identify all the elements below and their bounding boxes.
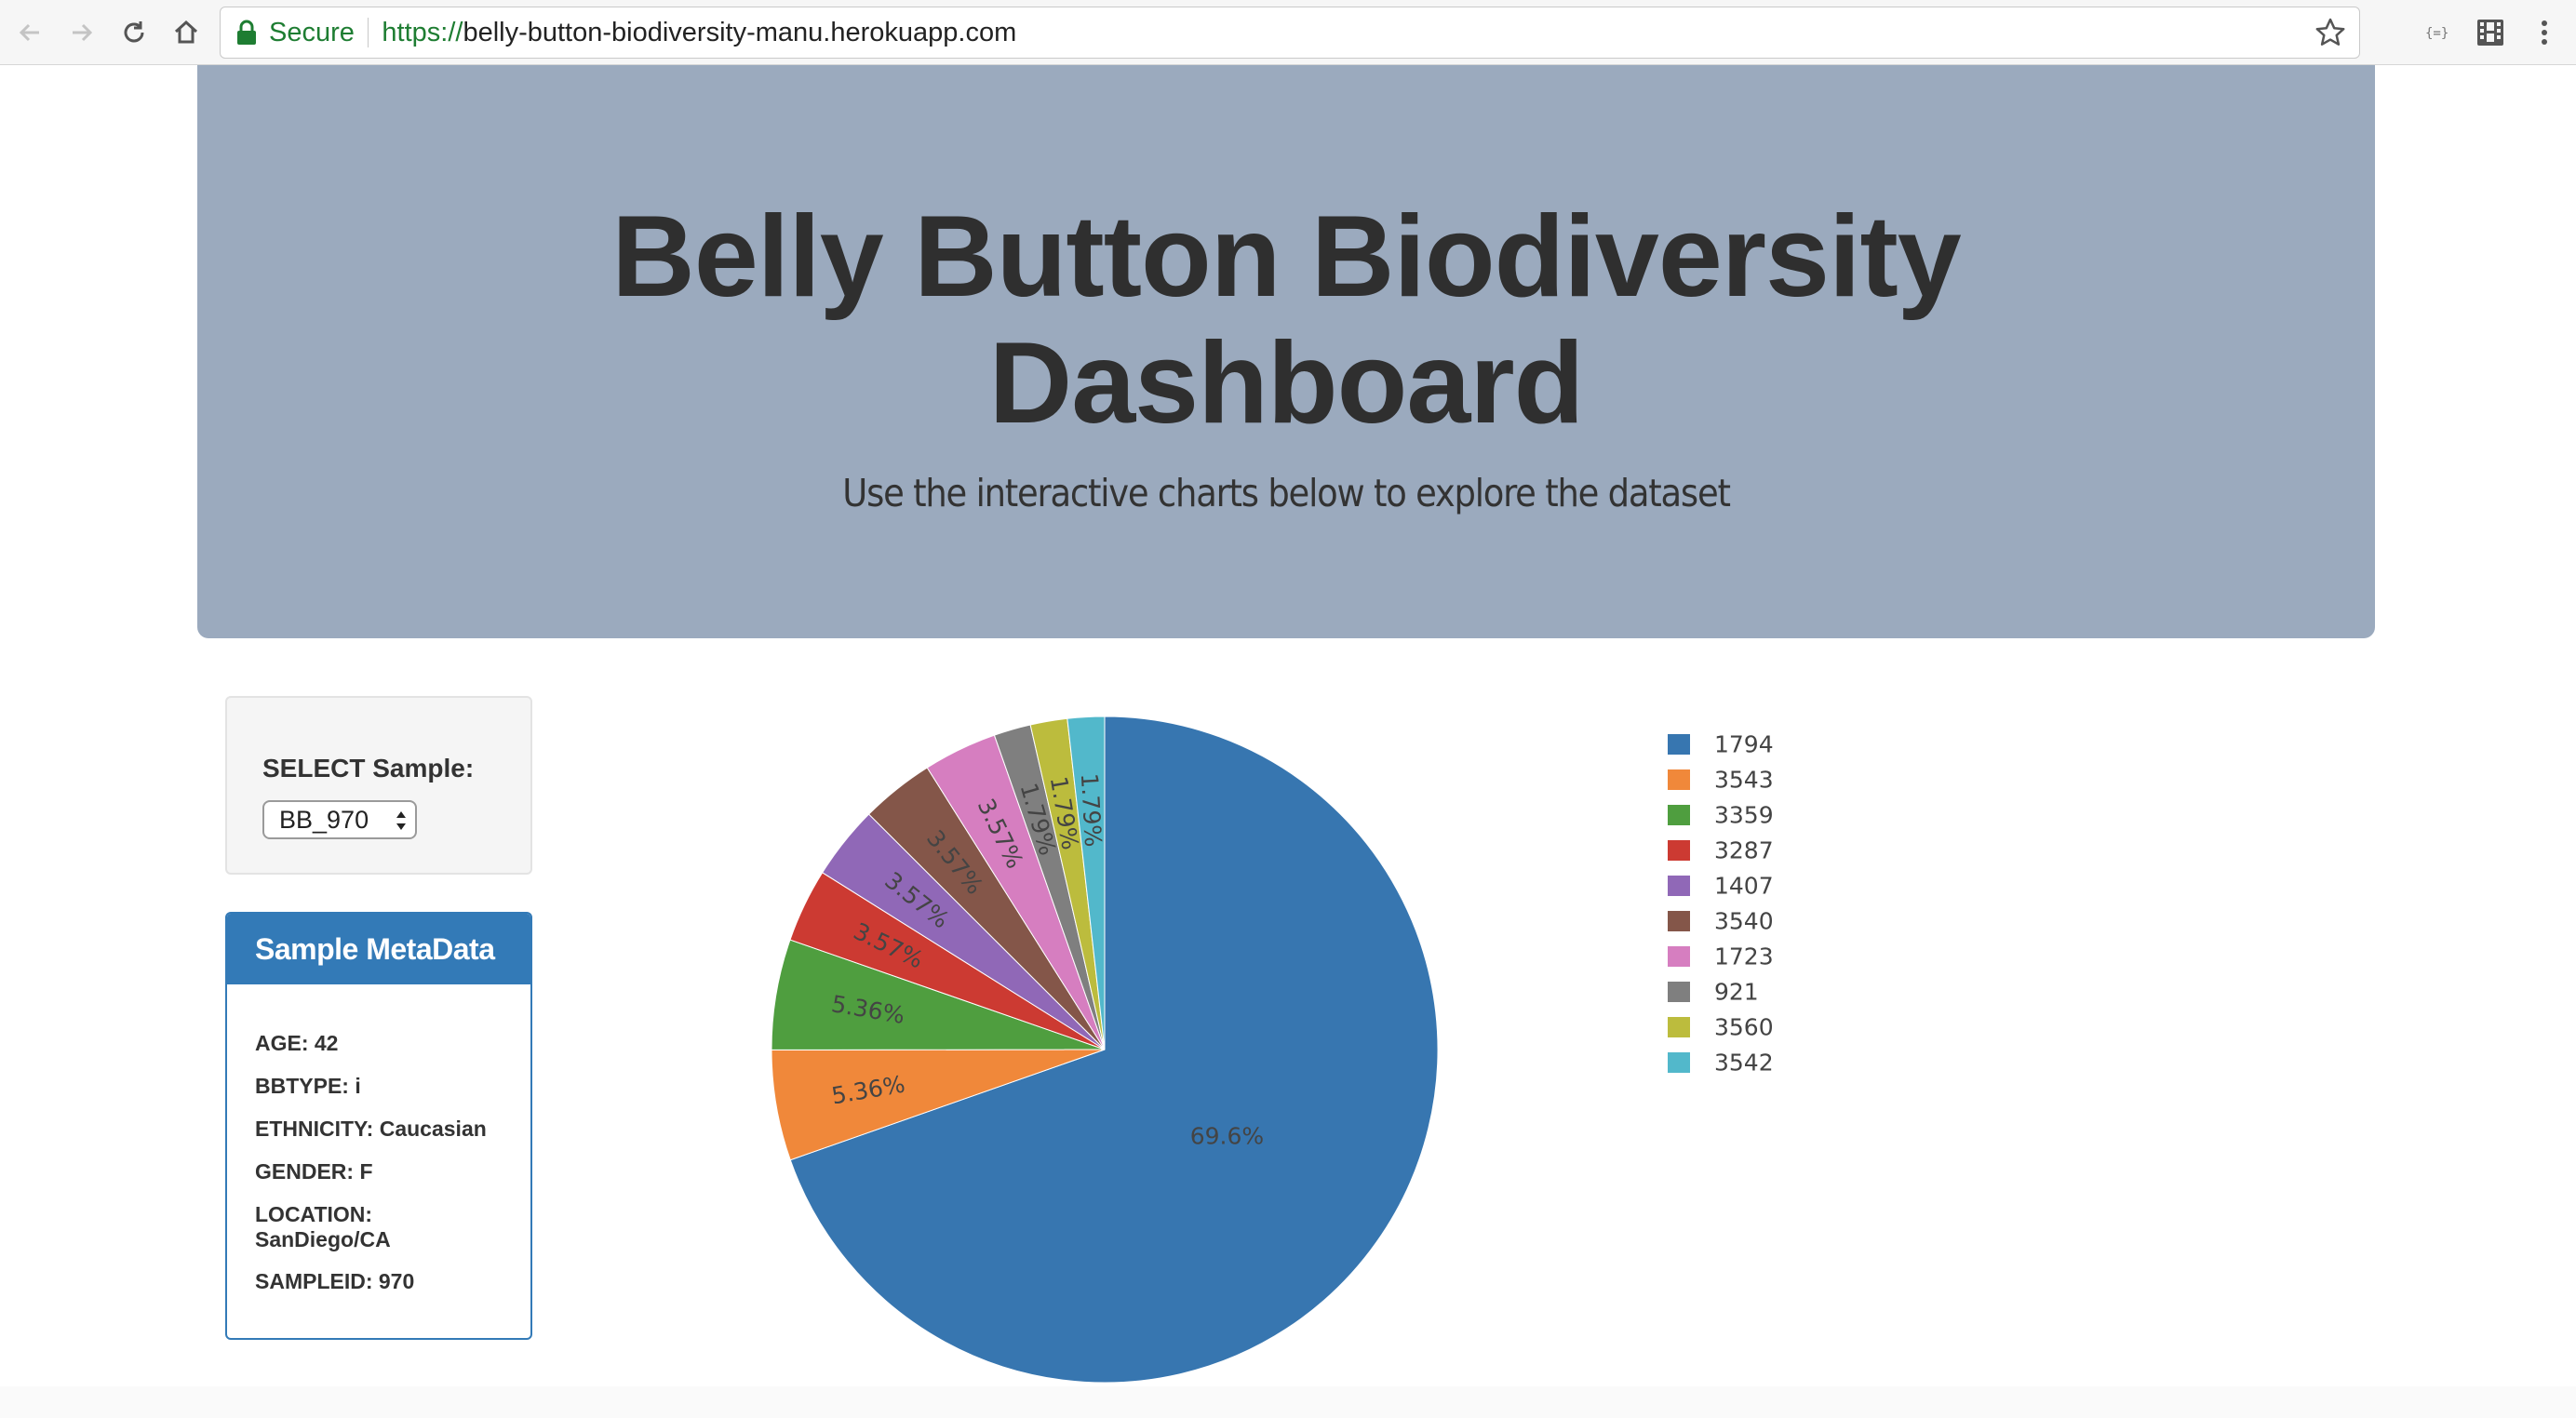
pie-slice-label-3359: 5.36% (829, 990, 906, 1029)
pie-slice-3542[interactable] (1067, 716, 1106, 1050)
pie-slice-label-3543: 5.36% (829, 1070, 906, 1109)
page-title-line2: Dashboard (988, 319, 1585, 448)
secure-label: Secure (269, 17, 355, 47)
metadata-ethnicity: ETHNICITY: Caucasian (255, 1117, 487, 1141)
reload-button[interactable] (114, 12, 154, 53)
pie-slice-label-3540: 3.57% (921, 825, 988, 900)
legend-swatch-3542[interactable] (1668, 1052, 1690, 1073)
legend-swatch-921[interactable] (1668, 982, 1690, 1002)
legend-swatch-1794[interactable] (1668, 734, 1690, 755)
pie-slice-3543[interactable] (771, 1049, 1106, 1161)
legend-label-3543[interactable]: 3543 (1714, 767, 1774, 794)
sample-select-value: BB_970 (279, 806, 369, 834)
legend-swatch-1723[interactable] (1668, 946, 1690, 967)
json-viewer-extension-button[interactable]: {=} (2418, 12, 2459, 53)
lock-icon (237, 20, 256, 45)
pie-slice-label-1794: 69.6% (1190, 1123, 1264, 1150)
pie-slice-3560[interactable] (1029, 717, 1106, 1050)
page-title: Belly Button Biodiversity Dashboard (197, 194, 2375, 447)
dashboard-header: Belly Button Biodiversity Dashboard Use … (197, 65, 2375, 638)
legend-label-3359[interactable]: 3359 (1714, 802, 1774, 829)
legend-swatch-3560[interactable] (1668, 1017, 1690, 1037)
legend-label-3287[interactable]: 3287 (1714, 837, 1774, 864)
metadata-bbtype: BBTYPE: i (255, 1074, 361, 1098)
pie-slice-1407[interactable] (822, 813, 1106, 1050)
pie-slice-1794[interactable] (789, 716, 1439, 1384)
legend-swatch-3543[interactable] (1668, 769, 1690, 790)
pie-slice-3359[interactable] (771, 939, 1106, 1050)
metadata-location: LOCATION: SanDiego/CA (255, 1202, 391, 1251)
url-scheme: https:// (382, 17, 463, 47)
forward-arrow-icon (73, 23, 93, 42)
legend-swatch-1407[interactable] (1668, 876, 1690, 896)
film-icon (2477, 20, 2503, 46)
legend-label-1407[interactable]: 1407 (1714, 873, 1774, 900)
pie-slice-1723[interactable] (926, 734, 1106, 1050)
legend-label-1794[interactable]: 1794 (1714, 731, 1774, 758)
select-updown-icon (396, 811, 406, 830)
home-icon (174, 20, 198, 44)
pie-slice-3540[interactable] (867, 767, 1106, 1050)
pie-slice-label-3287: 3.57% (850, 917, 928, 974)
page-title-line1: Belly Button Biodiversity (611, 193, 1961, 321)
pie-slice-label-1407: 3.57% (879, 866, 954, 933)
reload-icon (124, 21, 144, 43)
svg-text:{=}: {=} (2425, 26, 2449, 41)
pie-slice-921[interactable] (993, 724, 1106, 1050)
legend-label-921[interactable]: 921 (1714, 979, 1759, 1006)
legend-label-3542[interactable]: 3542 (1714, 1050, 1774, 1077)
metadata-location-gender: GENDER: F (255, 1159, 373, 1184)
pie-slice-label-3542: 1.79% (1076, 772, 1107, 848)
browser-toolbar: Secure https:// belly-button-biodiversit… (0, 0, 2576, 65)
address-bar[interactable]: Secure https:// belly-button-biodiversit… (220, 7, 2360, 59)
metadata-age: AGE: 42 (255, 1031, 339, 1055)
select-sample-label: SELECT Sample: (262, 754, 475, 783)
pie-slice-label-1723: 3.57% (973, 795, 1029, 873)
back-button[interactable] (9, 12, 50, 53)
page-subtitle: Use the interactive charts below to expl… (842, 471, 1731, 515)
sample-select[interactable]: BB_970 (262, 800, 417, 839)
film-extension-button[interactable] (2470, 12, 2511, 53)
forward-button[interactable] (61, 12, 102, 53)
pie-slice-label-3560: 1.79% (1045, 774, 1084, 851)
metadata-heading: Sample MetaData (227, 914, 530, 984)
legend-swatch-3287[interactable] (1668, 840, 1690, 861)
pie-slice-label-921: 1.79% (1015, 780, 1062, 858)
pie-slice-3287[interactable] (789, 872, 1106, 1050)
back-arrow-icon (19, 23, 39, 42)
legend-swatch-3359[interactable] (1668, 805, 1690, 825)
home-button[interactable] (166, 12, 207, 53)
metadata-sampleid: SAMPLEID: 970 (255, 1269, 415, 1293)
kebab-menu-icon (2542, 20, 2547, 45)
browser-menu-button[interactable] (2524, 12, 2565, 53)
legend-label-1723[interactable]: 1723 (1714, 943, 1774, 970)
bottom-edge (0, 1386, 2576, 1418)
bookmark-star-icon[interactable] (2314, 17, 2346, 48)
sample-selector-well: SELECT Sample: BB_970 (225, 696, 532, 875)
legend-label-3540[interactable]: 3540 (1714, 908, 1774, 935)
braces-icon: {=} (2425, 26, 2449, 41)
legend-swatch-3540[interactable] (1668, 911, 1690, 931)
legend-label-3560[interactable]: 3560 (1714, 1014, 1774, 1041)
sample-metadata-panel: Sample MetaData AGE: 42 BBTYPE: i ETHNIC… (225, 912, 532, 1340)
url-host: belly-button-biodiversity-manu.herokuapp… (463, 17, 1017, 47)
omnibox-divider (367, 18, 369, 47)
